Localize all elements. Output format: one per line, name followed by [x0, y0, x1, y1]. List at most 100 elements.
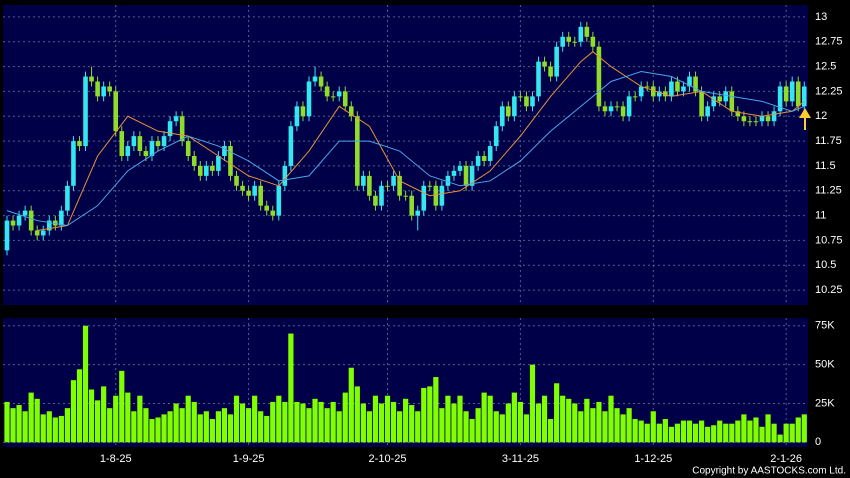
candle-body — [282, 165, 288, 186]
candle-body — [801, 86, 807, 107]
volume-bar — [34, 398, 40, 443]
candle-body — [59, 210, 64, 226]
volume-bar — [765, 414, 771, 443]
candle-body — [530, 96, 535, 107]
volume-bar — [469, 419, 475, 443]
candle-body — [475, 155, 481, 166]
candle-body — [699, 91, 704, 117]
volume-bar — [578, 411, 584, 443]
volume-bar — [348, 367, 354, 443]
candle-body — [385, 185, 390, 187]
candle-body — [771, 111, 777, 122]
candle-body — [167, 121, 173, 137]
candle-body — [216, 155, 221, 171]
volume-bar — [330, 401, 336, 443]
candle-body — [669, 81, 674, 97]
candle-body — [711, 96, 716, 107]
volume-bar — [288, 333, 294, 443]
candle-body — [632, 96, 638, 98]
volume-bar — [16, 405, 22, 443]
volume-bar — [662, 419, 668, 443]
candle-body — [143, 151, 149, 156]
y-tick-label: 0 — [815, 436, 821, 448]
candle-body — [276, 185, 282, 216]
volume-bar — [312, 398, 318, 443]
y-tick-label: 13 — [815, 11, 827, 23]
volume-bar — [239, 403, 246, 443]
y-tick-label: 10.5 — [815, 259, 836, 271]
volume-bar — [505, 403, 511, 443]
volume-bar — [113, 395, 119, 443]
candle-body — [28, 210, 34, 231]
candle-body — [155, 141, 161, 147]
candle-body — [210, 165, 215, 171]
volume-bar — [324, 408, 330, 443]
candle-body — [506, 106, 511, 117]
candle-body — [590, 36, 596, 47]
volume-bar — [179, 408, 185, 443]
candle-body — [264, 205, 270, 211]
volume-bar — [511, 392, 517, 443]
price-panel — [3, 5, 808, 305]
x-tick-label: 1-8-25 — [100, 453, 132, 465]
volume-bar — [705, 426, 711, 443]
volume-bar — [699, 420, 705, 443]
candle-body — [481, 155, 487, 161]
volume-bar — [390, 401, 397, 443]
candle-body — [614, 106, 620, 108]
candle-body — [687, 76, 692, 87]
volume-bar — [801, 414, 807, 443]
candle-body — [427, 185, 433, 187]
candle-body — [741, 116, 747, 122]
candle-body — [125, 146, 131, 156]
volume-bar — [415, 411, 421, 443]
volume-bar — [82, 325, 89, 443]
candle-body — [409, 195, 414, 216]
candle-body — [777, 86, 783, 112]
volume-bar — [529, 364, 536, 443]
candle-body — [518, 96, 523, 98]
volume-bar — [28, 392, 34, 443]
candle-body — [330, 96, 336, 98]
candle-body — [469, 165, 475, 186]
volume-bar — [95, 400, 101, 443]
y-tick-label: 12 — [815, 110, 827, 122]
volume-bar — [777, 434, 783, 443]
candle-body — [620, 106, 626, 117]
volume-bar — [741, 414, 747, 443]
volume-bar — [131, 411, 137, 443]
volume-bar — [711, 425, 717, 443]
candle-body — [197, 165, 203, 176]
candle-body — [161, 136, 167, 147]
volume-bar — [457, 395, 463, 443]
candle-body — [644, 86, 650, 88]
volume-bar — [161, 414, 167, 443]
volume-bar — [614, 408, 620, 443]
candle-body — [729, 91, 735, 112]
y-tick-label: 11 — [815, 210, 826, 222]
volume-bar — [560, 395, 566, 443]
candle-body — [258, 185, 263, 206]
candle-body — [566, 36, 572, 42]
volume-bar — [107, 408, 113, 443]
volume-bar — [294, 401, 300, 443]
volume-bar — [572, 403, 578, 443]
volume-bar — [360, 403, 366, 443]
candle-body — [596, 46, 602, 107]
y-tick-label: 12.75 — [815, 36, 843, 48]
candle-body — [548, 66, 553, 77]
candle-body — [300, 106, 306, 117]
volume-bar — [590, 408, 596, 443]
y-tick-label: 11.5 — [815, 160, 836, 172]
volume-bar — [76, 369, 83, 443]
candle-body — [681, 86, 686, 92]
y-tick-label: 75K — [815, 320, 835, 332]
candle-body — [397, 175, 402, 196]
volume-bar — [638, 420, 644, 443]
volume-bar — [203, 411, 209, 443]
candle-body — [457, 165, 463, 171]
x-tick-label: 1-12-25 — [634, 453, 672, 465]
candle-body — [602, 106, 608, 112]
candle-body — [4, 220, 10, 251]
volume-bar — [10, 408, 16, 443]
